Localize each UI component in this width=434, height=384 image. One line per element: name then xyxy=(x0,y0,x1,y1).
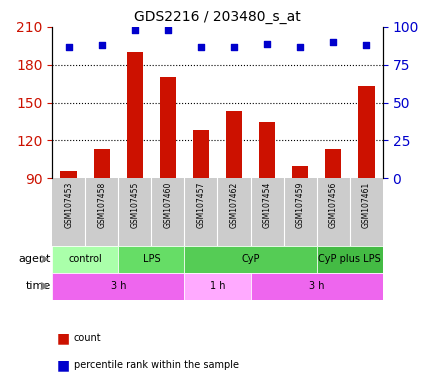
Text: GSM107460: GSM107460 xyxy=(163,182,172,228)
Text: GSM107456: GSM107456 xyxy=(328,182,337,228)
Point xyxy=(329,39,336,45)
Point xyxy=(98,42,105,48)
Bar xyxy=(184,273,250,300)
Text: ■: ■ xyxy=(56,331,69,345)
Text: CyP plus LPS: CyP plus LPS xyxy=(318,254,380,264)
Bar xyxy=(316,246,382,273)
Point xyxy=(362,42,369,48)
Bar xyxy=(52,273,184,300)
Text: 3 h: 3 h xyxy=(110,281,126,291)
Title: GDS2216 / 203480_s_at: GDS2216 / 203480_s_at xyxy=(134,10,300,25)
Bar xyxy=(184,246,316,273)
Bar xyxy=(118,246,184,273)
Text: GSM107458: GSM107458 xyxy=(97,182,106,228)
Text: GSM107457: GSM107457 xyxy=(196,182,205,228)
Bar xyxy=(225,111,242,178)
Text: control: control xyxy=(68,254,102,264)
Text: count: count xyxy=(74,333,102,343)
Point xyxy=(65,43,72,50)
Point xyxy=(164,27,171,33)
Point xyxy=(230,43,237,50)
Text: percentile rank within the sample: percentile rank within the sample xyxy=(74,360,238,370)
Bar xyxy=(52,246,118,273)
Text: GSM107453: GSM107453 xyxy=(64,182,73,228)
Bar xyxy=(357,86,374,178)
Text: 3 h: 3 h xyxy=(308,281,324,291)
Text: agent: agent xyxy=(18,254,50,264)
Point xyxy=(131,27,138,33)
Text: CyP: CyP xyxy=(241,254,259,264)
Text: time: time xyxy=(25,281,50,291)
Point xyxy=(263,40,270,46)
Text: GSM107455: GSM107455 xyxy=(130,182,139,228)
Text: 1 h: 1 h xyxy=(209,281,225,291)
Bar xyxy=(258,122,275,178)
Bar xyxy=(250,273,382,300)
Text: GSM107459: GSM107459 xyxy=(295,182,304,228)
Bar xyxy=(159,77,176,178)
Bar xyxy=(60,171,77,178)
Bar xyxy=(291,166,308,178)
Bar xyxy=(126,52,143,178)
Point xyxy=(296,43,303,50)
Text: GSM107454: GSM107454 xyxy=(262,182,271,228)
Bar xyxy=(93,149,110,178)
Bar xyxy=(324,149,341,178)
Text: ■: ■ xyxy=(56,358,69,372)
Text: LPS: LPS xyxy=(142,254,160,264)
Text: GSM107462: GSM107462 xyxy=(229,182,238,228)
Text: GSM107461: GSM107461 xyxy=(361,182,370,228)
Point xyxy=(197,43,204,50)
Bar xyxy=(192,131,209,178)
